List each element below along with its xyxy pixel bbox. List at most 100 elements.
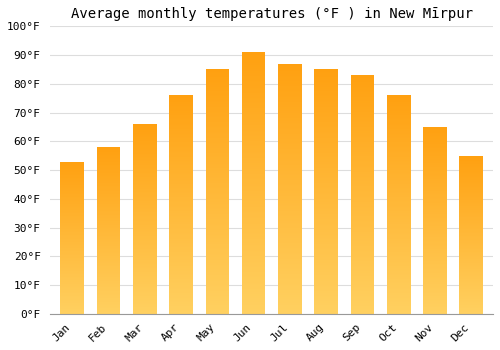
- Bar: [314, 167, 338, 168]
- Bar: [96, 157, 120, 158]
- Bar: [460, 303, 483, 304]
- Bar: [96, 201, 120, 202]
- Bar: [206, 258, 229, 259]
- Bar: [206, 312, 229, 313]
- Bar: [460, 286, 483, 287]
- Bar: [242, 224, 266, 225]
- Bar: [460, 247, 483, 248]
- Bar: [133, 312, 156, 313]
- Bar: [206, 193, 229, 194]
- Bar: [278, 228, 301, 229]
- Bar: [242, 226, 266, 228]
- Bar: [460, 239, 483, 240]
- Bar: [314, 297, 338, 298]
- Bar: [460, 309, 483, 310]
- Bar: [314, 277, 338, 279]
- Bar: [423, 189, 447, 190]
- Bar: [169, 194, 193, 195]
- Bar: [242, 255, 266, 257]
- Bar: [387, 117, 410, 118]
- Bar: [314, 138, 338, 139]
- Bar: [278, 303, 301, 304]
- Bar: [460, 283, 483, 284]
- Bar: [169, 277, 193, 278]
- Bar: [133, 134, 156, 135]
- Bar: [423, 244, 447, 245]
- Bar: [387, 140, 410, 141]
- Bar: [387, 102, 410, 103]
- Bar: [206, 187, 229, 188]
- Bar: [350, 136, 374, 137]
- Bar: [96, 269, 120, 270]
- Bar: [460, 241, 483, 242]
- Bar: [423, 240, 447, 241]
- Bar: [169, 274, 193, 275]
- Bar: [60, 183, 84, 184]
- Bar: [278, 149, 301, 150]
- Bar: [169, 255, 193, 256]
- Bar: [96, 229, 120, 230]
- Bar: [242, 91, 266, 93]
- Bar: [242, 259, 266, 260]
- Bar: [423, 304, 447, 306]
- Bar: [314, 239, 338, 241]
- Bar: [314, 214, 338, 215]
- Bar: [423, 275, 447, 276]
- Bar: [278, 119, 301, 120]
- Bar: [133, 287, 156, 288]
- Bar: [460, 281, 483, 282]
- Bar: [387, 101, 410, 102]
- Bar: [96, 298, 120, 299]
- Bar: [350, 96, 374, 97]
- Bar: [387, 133, 410, 134]
- Bar: [242, 149, 266, 150]
- Bar: [169, 242, 193, 243]
- Bar: [278, 285, 301, 287]
- Bar: [133, 173, 156, 174]
- Bar: [60, 308, 84, 309]
- Bar: [278, 295, 301, 296]
- Bar: [314, 80, 338, 82]
- Bar: [206, 244, 229, 246]
- Bar: [169, 106, 193, 107]
- Bar: [169, 174, 193, 175]
- Bar: [169, 125, 193, 126]
- Bar: [350, 283, 374, 284]
- Bar: [242, 160, 266, 161]
- Bar: [242, 202, 266, 203]
- Bar: [314, 113, 338, 115]
- Bar: [387, 173, 410, 174]
- Bar: [350, 142, 374, 143]
- Bar: [350, 97, 374, 98]
- Bar: [423, 148, 447, 149]
- Bar: [206, 153, 229, 154]
- Bar: [242, 81, 266, 82]
- Bar: [278, 209, 301, 210]
- Bar: [350, 119, 374, 120]
- Bar: [60, 227, 84, 228]
- Bar: [242, 196, 266, 197]
- Bar: [387, 289, 410, 290]
- Bar: [460, 214, 483, 215]
- Bar: [314, 271, 338, 272]
- Bar: [133, 130, 156, 131]
- Bar: [387, 104, 410, 105]
- Bar: [350, 107, 374, 108]
- Bar: [460, 192, 483, 193]
- Bar: [423, 196, 447, 197]
- Bar: [206, 260, 229, 261]
- Bar: [278, 226, 301, 228]
- Bar: [206, 294, 229, 296]
- Bar: [206, 171, 229, 172]
- Bar: [460, 265, 483, 266]
- Bar: [60, 223, 84, 224]
- Bar: [278, 184, 301, 185]
- Bar: [423, 225, 447, 226]
- Bar: [206, 125, 229, 126]
- Bar: [423, 266, 447, 267]
- Bar: [133, 288, 156, 289]
- Bar: [314, 121, 338, 122]
- Bar: [242, 281, 266, 282]
- Bar: [460, 202, 483, 203]
- Bar: [423, 261, 447, 262]
